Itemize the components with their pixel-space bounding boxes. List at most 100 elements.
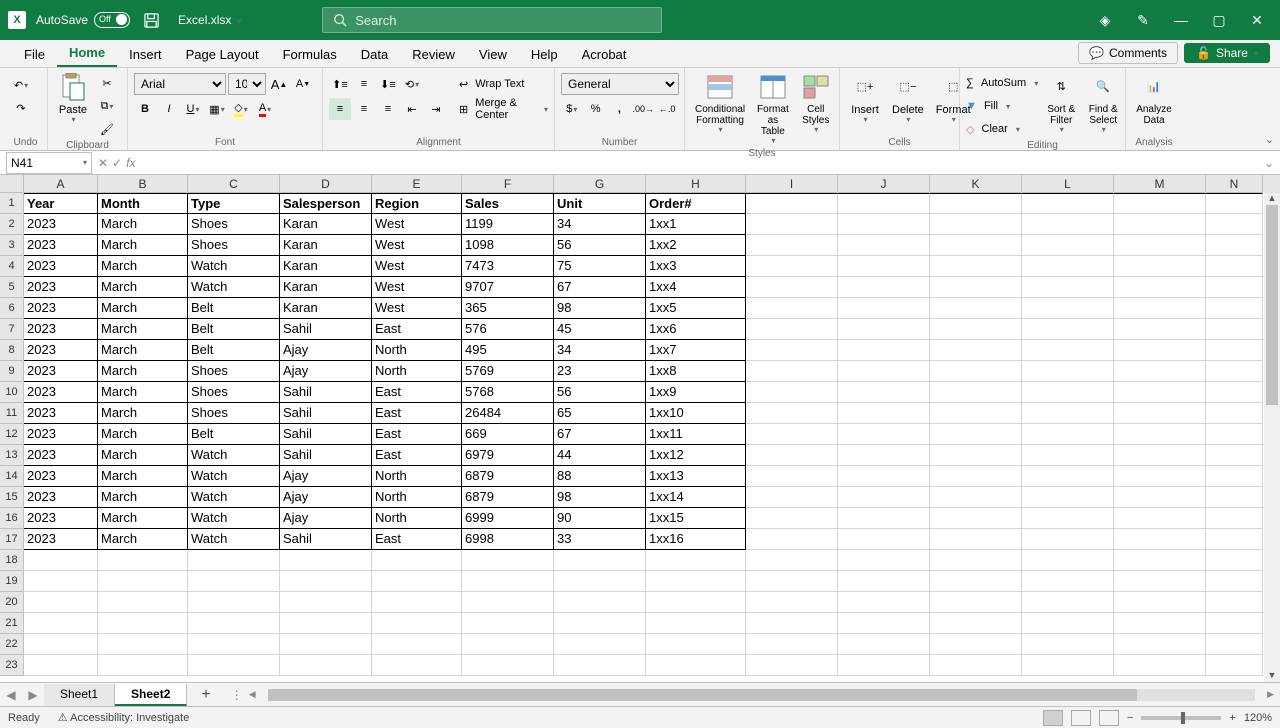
row-header[interactable]: 12 [0,424,24,445]
cell[interactable] [930,298,1022,319]
cell[interactable]: Sahil [280,319,372,340]
row-header[interactable]: 15 [0,487,24,508]
cell[interactable] [930,403,1022,424]
cell[interactable] [24,634,98,655]
cell[interactable]: 2023 [24,235,98,256]
cell[interactable] [930,634,1022,655]
cell[interactable] [838,655,930,676]
cell[interactable] [1022,382,1114,403]
cell[interactable]: 1xx8 [646,361,746,382]
column-header[interactable]: B [98,175,188,193]
cell[interactable]: March [98,298,188,319]
row-header[interactable]: 1 [0,193,24,214]
cell[interactable] [746,235,838,256]
cell[interactable]: 98 [554,298,646,319]
cell[interactable] [372,655,462,676]
cell[interactable] [1022,592,1114,613]
delete-cells-button[interactable]: ⬚−Delete▾ [888,70,928,127]
cell[interactable] [462,571,554,592]
cell[interactable] [98,634,188,655]
cell[interactable]: March [98,382,188,403]
cell[interactable] [838,529,930,550]
cell[interactable] [24,655,98,676]
format-painter-button[interactable]: 🖌 [96,118,118,140]
row-header[interactable]: 21 [0,613,24,634]
cell[interactable]: Order# [646,193,746,214]
cell[interactable] [746,445,838,466]
bold-button[interactable]: B [134,98,156,120]
cell[interactable] [1022,655,1114,676]
cell[interactable]: 7473 [462,256,554,277]
cell[interactable]: March [98,319,188,340]
cell[interactable] [188,634,280,655]
find-select-button[interactable]: 🔍Find & Select▾ [1084,70,1122,137]
cell[interactable] [280,571,372,592]
cell[interactable] [1022,487,1114,508]
cell[interactable] [746,655,838,676]
cell[interactable] [188,571,280,592]
row-header[interactable]: 13 [0,445,24,466]
cell[interactable] [1114,277,1206,298]
cell[interactable] [838,550,930,571]
scroll-right-icon[interactable]: ▶ [1267,689,1274,700]
zoom-in-button[interactable]: + [1229,712,1235,724]
cell[interactable] [1206,298,1263,319]
cell[interactable] [746,361,838,382]
cell[interactable] [838,214,930,235]
row-header[interactable]: 11 [0,403,24,424]
cell[interactable] [746,214,838,235]
cell[interactable]: 5769 [462,361,554,382]
cell[interactable]: East [372,445,462,466]
cell[interactable]: Sahil [280,529,372,550]
cell[interactable]: Ajay [280,361,372,382]
paste-button[interactable]: Paste▾ [54,70,92,127]
row-header[interactable]: 6 [0,298,24,319]
cell[interactable]: North [372,340,462,361]
cell[interactable]: 2023 [24,382,98,403]
cell[interactable]: Ajay [280,487,372,508]
font-color-button[interactable]: A▾ [254,98,276,120]
cell[interactable]: 1xx5 [646,298,746,319]
row-header[interactable]: 16 [0,508,24,529]
cell[interactable] [280,550,372,571]
zoom-level[interactable]: 120% [1244,712,1272,724]
zoom-out-button[interactable]: − [1127,712,1133,724]
cell[interactable]: 1xx2 [646,235,746,256]
cell[interactable] [838,613,930,634]
cell[interactable] [188,550,280,571]
cell[interactable]: Belt [188,424,280,445]
cell[interactable] [838,298,930,319]
cell[interactable] [24,592,98,613]
cell[interactable]: 1xx10 [646,403,746,424]
cell[interactable]: 6999 [462,508,554,529]
cell[interactable] [930,466,1022,487]
comments-button[interactable]: 💬Comments [1078,42,1178,64]
cell[interactable] [1022,340,1114,361]
cell[interactable]: 45 [554,319,646,340]
cell[interactable]: Watch [188,256,280,277]
font-name-select[interactable]: Arial [134,73,226,95]
cell[interactable] [930,550,1022,571]
cell[interactable] [746,613,838,634]
cell[interactable] [98,613,188,634]
align-right-button[interactable]: ≡ [377,98,399,120]
cell[interactable] [838,235,930,256]
cell[interactable]: 6998 [462,529,554,550]
tab-data[interactable]: Data [349,42,400,67]
cell[interactable]: 2023 [24,340,98,361]
column-header[interactable]: D [280,175,372,193]
cell[interactable] [1206,550,1263,571]
cell[interactable]: March [98,508,188,529]
cell[interactable]: 2023 [24,256,98,277]
cell[interactable] [746,487,838,508]
cell[interactable]: Shoes [188,361,280,382]
cell[interactable] [98,571,188,592]
cell[interactable]: 75 [554,256,646,277]
cell[interactable] [838,382,930,403]
increase-indent-button[interactable]: ⇥ [425,98,447,120]
cell[interactable]: West [372,277,462,298]
cell[interactable]: Month [98,193,188,214]
cell[interactable] [1114,613,1206,634]
italic-button[interactable]: I [158,98,180,120]
column-header[interactable]: H [646,175,746,193]
